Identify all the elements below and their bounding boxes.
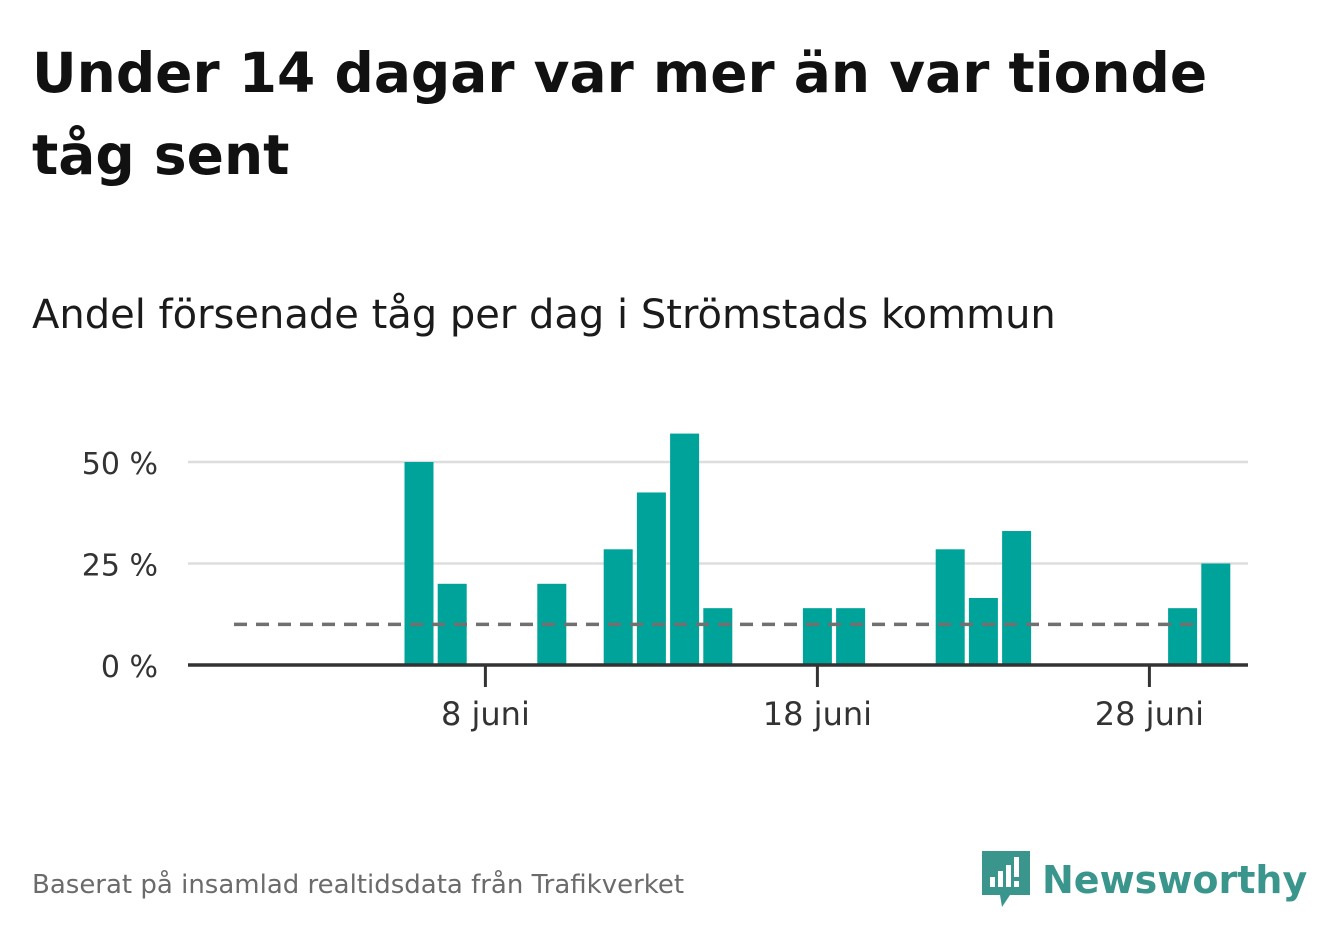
x-tick-label-28: 28 juni [1095, 695, 1204, 733]
bar-day-14 [670, 433, 700, 665]
x-axis-ticks: 8 juni 18 juni 28 juni [441, 665, 1204, 733]
source-footnote: Baserat på insamlad realtidsdata från Tr… [32, 870, 685, 900]
x-tick-label-8: 8 juni [441, 695, 530, 733]
bar-day-30 [1201, 563, 1231, 665]
bar-day-19 [836, 608, 866, 665]
brand-name: Newsworthy [1042, 858, 1308, 902]
y-axis-ticks: 0 % 25 % 50 % [82, 447, 158, 685]
chart-title: Under 14 dagar var mer än var tionde tåg… [32, 41, 1208, 187]
newsworthy-logo-icon [982, 851, 1030, 907]
y-tick-label-0: 0 % [101, 650, 158, 685]
bar-day-23 [968, 598, 998, 665]
y-tick-label-50: 50 % [82, 447, 158, 482]
x-tick-label-18: 18 juni [763, 695, 872, 733]
bar-day-18 [802, 608, 832, 665]
bar-day-24 [1002, 531, 1032, 665]
bar-day-13 [636, 492, 666, 665]
bar-day-15 [703, 608, 733, 665]
grid-lines [188, 460, 1248, 565]
bar-day-6 [404, 462, 434, 665]
bar-day-12 [603, 549, 633, 665]
bar-day-29 [1168, 608, 1198, 665]
y-tick-label-25: 25 % [82, 549, 158, 584]
newsworthy-logo[interactable]: Newsworthy [980, 848, 1307, 912]
bar-day-22 [935, 549, 965, 665]
bar-chart: 0 % 25 % 50 % 8 juni 18 juni 28 juni [82, 433, 1248, 733]
chart-subtitle: Andel försenade tåg per dag i Strömstads… [32, 292, 1056, 338]
bar-series [404, 433, 1231, 665]
